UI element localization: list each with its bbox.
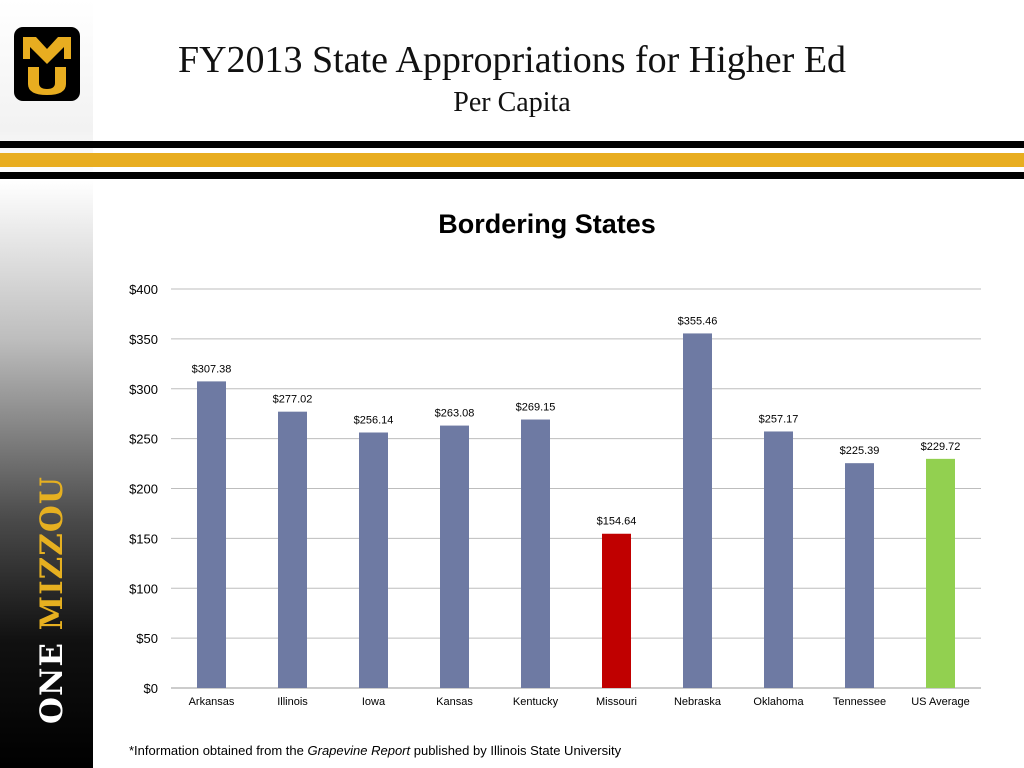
bar xyxy=(440,425,469,688)
data-label: $307.38 xyxy=(192,363,232,375)
data-label: $225.39 xyxy=(840,445,880,457)
left-rail xyxy=(0,0,93,768)
x-tick-label: Missouri xyxy=(596,696,637,708)
bar xyxy=(602,533,631,688)
data-label: $269.15 xyxy=(516,402,556,414)
bar xyxy=(845,463,874,688)
y-tick-label: $400 xyxy=(129,282,158,297)
slide-title: FY2013 State Appropriations for Higher E… xyxy=(177,39,847,81)
x-tick-label: Oklahoma xyxy=(753,696,804,708)
footnote-suffix: published by Illinois State University xyxy=(410,743,622,758)
y-tick-label: $200 xyxy=(129,482,158,497)
x-tick-label: Kansas xyxy=(436,696,473,708)
header-stripe-black-bottom xyxy=(0,172,1024,179)
data-label: $257.17 xyxy=(759,413,799,425)
y-tick-label: $250 xyxy=(129,432,158,447)
data-label: $154.64 xyxy=(597,516,637,528)
y-tick-label: $100 xyxy=(129,581,158,596)
y-tick-label: $350 xyxy=(129,332,158,347)
y-tick-label: $300 xyxy=(129,382,158,397)
bar xyxy=(197,381,226,688)
y-tick-label: $150 xyxy=(129,531,158,546)
y-tick-label: $50 xyxy=(136,631,158,646)
header-stripe-gold xyxy=(0,153,1024,167)
x-tick-label: Tennessee xyxy=(833,696,886,708)
footnote-prefix: *Information obtained from the xyxy=(129,743,308,758)
mu-logo xyxy=(14,27,80,101)
data-label: $355.46 xyxy=(678,315,718,327)
data-label: $229.72 xyxy=(921,441,961,453)
bar xyxy=(359,432,388,688)
bar xyxy=(521,419,550,688)
y-tick-label: $0 xyxy=(144,681,158,696)
mu-logo-icon xyxy=(16,29,78,99)
x-tick-label: Arkansas xyxy=(189,696,235,708)
data-label: $263.08 xyxy=(435,408,475,420)
bar xyxy=(278,411,307,688)
footnote: *Information obtained from the Grapevine… xyxy=(129,743,621,758)
bar xyxy=(926,458,955,688)
x-tick-label: US Average xyxy=(911,696,970,708)
x-tick-label: Iowa xyxy=(362,696,386,708)
x-tick-label: Illinois xyxy=(277,696,308,708)
data-label: $256.14 xyxy=(354,415,394,427)
x-tick-label: Kentucky xyxy=(513,696,559,708)
data-label: $277.02 xyxy=(273,394,313,406)
chart-title: Bordering States xyxy=(438,209,656,239)
bar xyxy=(764,431,793,688)
slide-subtitle: Per Capita xyxy=(453,87,571,118)
bar xyxy=(683,333,712,688)
x-tick-label: Nebraska xyxy=(674,696,722,708)
footnote-source-title: Grapevine Report xyxy=(307,743,411,758)
header-stripe-black-top xyxy=(0,141,1024,148)
